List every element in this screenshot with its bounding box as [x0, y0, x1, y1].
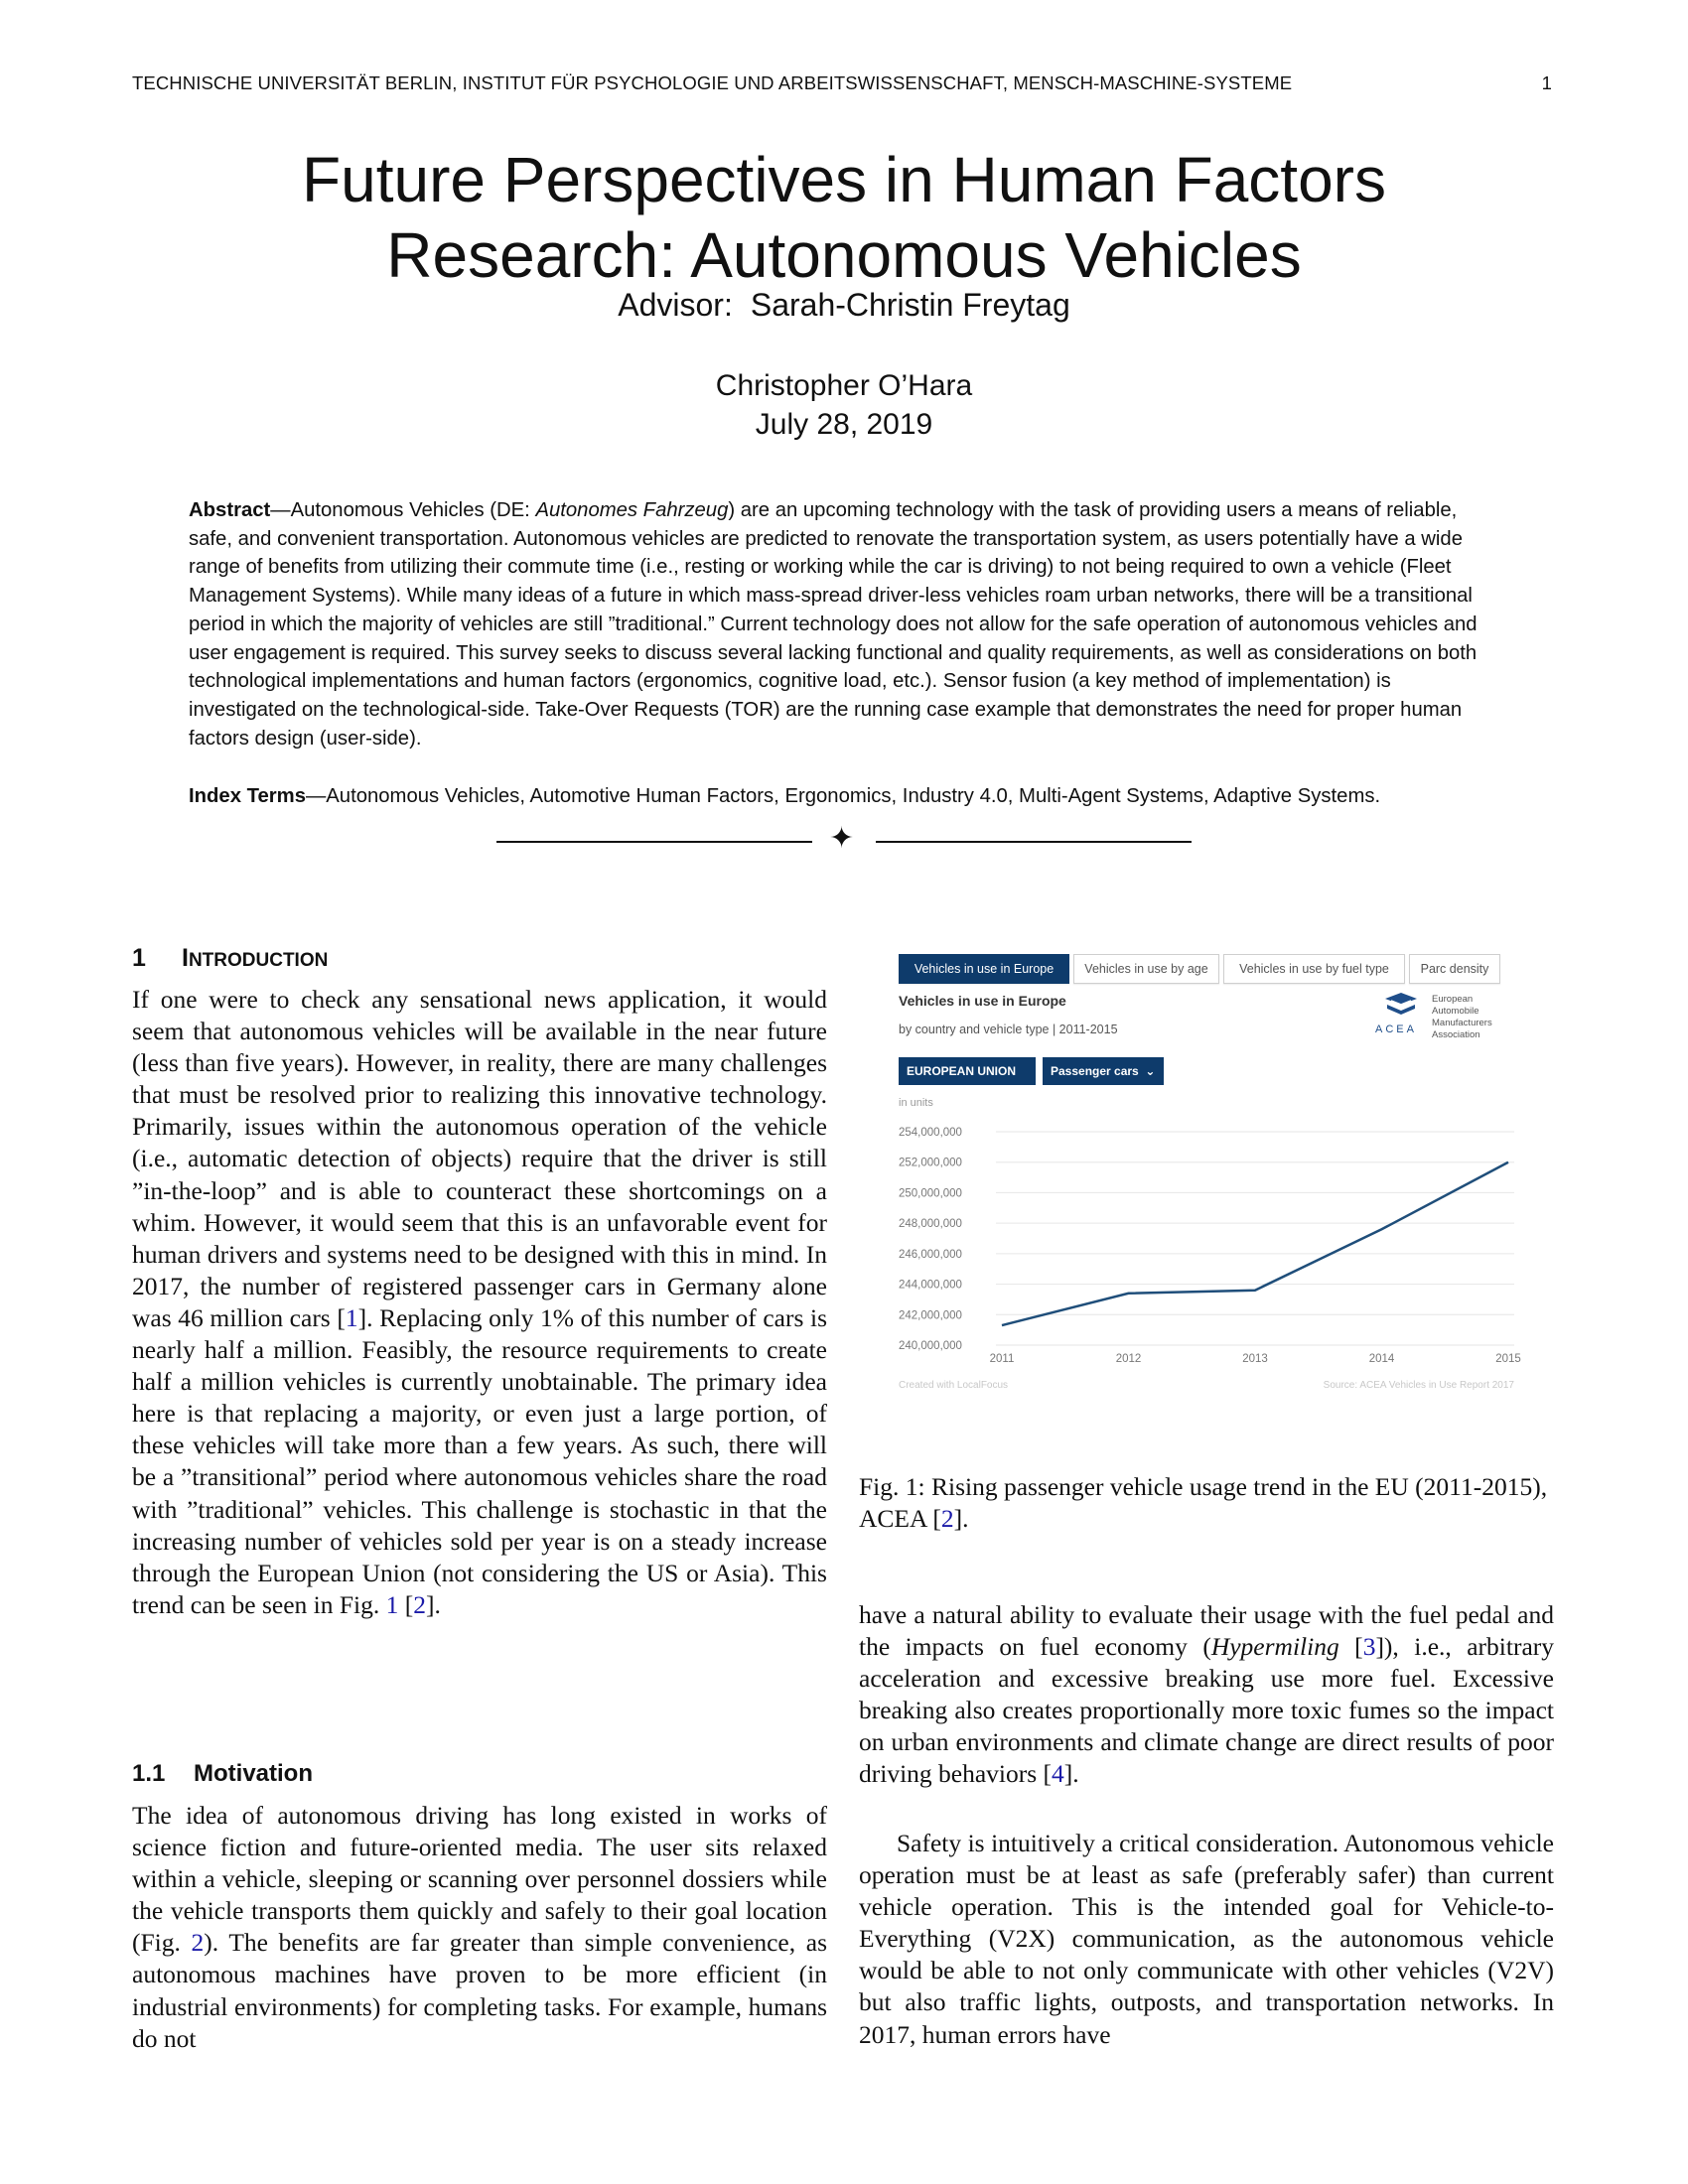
chart-subtitle: by country and vehicle type | 2011-2015: [899, 1023, 1118, 1036]
x-tick-label: 2015: [1495, 1353, 1521, 1365]
italic-term: Hypermiling: [1210, 1632, 1339, 1662]
citation-link[interactable]: 1: [345, 1302, 358, 1332]
y-tick-label: 240,000,000: [899, 1340, 962, 1352]
acea-association-text: European Automobile Manufacturers Associ…: [1432, 994, 1521, 1041]
section-1-heading: 1 INTRODUCTION: [132, 944, 328, 973]
abstract-italic: Autonomes Fahrzeug: [535, 499, 729, 521]
x-tick-label: 2014: [1369, 1353, 1395, 1365]
right-paragraph-2: Safety is intuitively a critical conside…: [859, 1829, 1554, 2049]
intro-text-1: If one were to check any sensational new…: [132, 985, 827, 1332]
citation-link[interactable]: 4: [1052, 1759, 1064, 1789]
page-number: 1: [1541, 72, 1552, 93]
acea-wordmark: ACEA: [1375, 1024, 1417, 1035]
y-axis-unit-label: in units: [899, 1097, 933, 1109]
abstract-dash: —: [270, 499, 291, 521]
subsection-title: Motivation: [194, 1760, 313, 1787]
author-name: Christopher O’Hara: [715, 369, 973, 402]
index-terms: Index Terms—Autonomous Vehicles, Automot…: [189, 782, 1509, 810]
intro-text-2: ]. Replacing only 1% of this number of c…: [132, 1302, 827, 1619]
subsection-number: 1.1: [132, 1760, 166, 1787]
abstract-label: Abstract: [189, 499, 271, 521]
section-number: 1: [132, 944, 146, 972]
vehicle-type-dropdown-label: Passenger cars: [1051, 1064, 1139, 1078]
intro-text-4: ].: [426, 1589, 441, 1619]
y-tick-label: 252,000,000: [899, 1158, 962, 1169]
assoc-line: Association: [1432, 1029, 1480, 1040]
citation-link[interactable]: 2: [413, 1589, 427, 1619]
abstract-text-1: Autonomous Vehicles (DE:: [290, 499, 536, 521]
caption-text-2: ].: [953, 1504, 969, 1533]
citation-link[interactable]: 3: [1362, 1632, 1376, 1662]
right-text-3: ]), i.e., arbitrary acceleration and exc…: [859, 1632, 1555, 1789]
acea-logo: ACEA European Automobile Manufacturers A…: [1375, 991, 1524, 1045]
chevron-down-icon: ⌄: [907, 1092, 920, 1106]
figure-1: Vehicles in use in Europe Vehicles in us…: [889, 948, 1534, 1454]
abstract-text-2: ) are an upcoming technology with the ta…: [189, 499, 1477, 750]
y-tick-label: 250,000,000: [899, 1187, 962, 1199]
x-tick-label: 2012: [1116, 1353, 1142, 1365]
x-tick-label: 2011: [990, 1353, 1015, 1365]
acea-logo-icon: [1385, 993, 1417, 1015]
assoc-line: Automobile: [1432, 1006, 1479, 1017]
section-title-rest: NTRODUCTION: [188, 950, 329, 971]
motivation-text-1: The idea of autonomous driving has long …: [132, 1801, 827, 1958]
y-tick-label: 242,000,000: [899, 1309, 962, 1321]
assoc-line: Manufacturers: [1432, 1018, 1492, 1028]
intro-paragraph: If one were to check any sensational new…: [132, 984, 827, 1621]
running-header: TECHNISCHE UNIVERSITÄT BERLIN, INSTITUT …: [132, 72, 1552, 94]
caption-text-1: Fig. 1: Rising passenger vehicle usage t…: [859, 1472, 1548, 1533]
line-chart: in units 240,000,000 242,000,000 244,000,00…: [899, 1097, 1521, 1391]
right-text-1: have a natural ability to evaluate their…: [859, 1600, 1554, 1662]
y-tick-label: 246,000,000: [899, 1249, 962, 1261]
assoc-line: European: [1432, 994, 1474, 1005]
chart-footer-right: Source: ACEA Vehicles in Use Report 2017: [1324, 1380, 1515, 1391]
region-dropdown-label: EUROPEAN UNION: [907, 1064, 1017, 1078]
title-line-1: Future Perspectives in Human Factors: [302, 144, 1386, 215]
figure-caption: Fig. 1: Rising passenger vehicle usage t…: [859, 1471, 1554, 1535]
x-tick-label: 2013: [1242, 1353, 1268, 1365]
section-title-initial: I: [182, 944, 189, 972]
vehicle-type-dropdown[interactable]: Passenger cars ⌄: [1043, 1057, 1164, 1085]
advisor-line: Advisor: Sarah-Christin Freytag: [0, 287, 1688, 324]
separator-line-right: [876, 841, 1192, 843]
right-paragraph-1: have a natural ability to evaluate their…: [859, 1599, 1554, 1791]
figure-link[interactable]: 1: [385, 1589, 399, 1619]
section-separator: ✦: [496, 822, 1192, 857]
y-tick-label: 244,000,000: [899, 1280, 962, 1292]
subsection-1-1-heading: 1.1 Motivation: [132, 1760, 313, 1788]
citation-link[interactable]: 2: [940, 1504, 954, 1533]
separator-star-icon: ✦: [829, 822, 855, 855]
motivation-text-2: ). The benefits are far greater than sim…: [132, 1928, 827, 2053]
tab-vehicles-by-fuel[interactable]: Vehicles in use by fuel type: [1223, 954, 1405, 984]
tab-vehicles-by-age[interactable]: Vehicles in use by age: [1073, 954, 1219, 984]
paper-title: Future Perspectives in Human Factors Res…: [0, 142, 1688, 293]
chart-title: Vehicles in use in Europe: [899, 993, 1066, 1009]
paper-date: July 28, 2019: [755, 408, 933, 441]
abstract: Abstract—Autonomous Vehicles (DE: Autono…: [189, 496, 1501, 752]
series-line: [1001, 1160, 1509, 1327]
chevron-down-icon: ⌄: [1142, 1064, 1156, 1078]
y-tick-label: 248,000,000: [899, 1218, 962, 1230]
y-tick-label: 254,000,000: [899, 1127, 962, 1139]
separator-line-left: [496, 841, 812, 843]
title-line-2: Research: Autonomous Vehicles: [386, 219, 1302, 291]
chart-footer-left: Created with LocalFocus: [899, 1380, 1008, 1391]
figure-link[interactable]: 2: [191, 1928, 205, 1958]
index-terms-dash: —: [305, 785, 327, 807]
intro-text-3: [: [398, 1589, 414, 1619]
index-terms-text: Autonomous Vehicles, Automotive Human Fa…: [326, 785, 1381, 807]
region-dropdown[interactable]: EUROPEAN UNION ⌄: [899, 1057, 1036, 1106]
tab-vehicles-in-use[interactable]: Vehicles in use in Europe: [899, 954, 1069, 984]
running-title: TECHNISCHE UNIVERSITÄT BERLIN, INSTITUT …: [132, 72, 1293, 93]
motivation-paragraph: The idea of autonomous driving has long …: [132, 1800, 827, 2055]
right-text-2: [: [1338, 1632, 1363, 1662]
advisor-name: Sarah-Christin Freytag: [750, 287, 1070, 323]
advisor-label: Advisor:: [618, 287, 733, 323]
right-text-4: ].: [1063, 1759, 1079, 1789]
tab-parc-density[interactable]: Parc density: [1409, 954, 1500, 984]
index-terms-label: Index Terms: [189, 785, 306, 807]
